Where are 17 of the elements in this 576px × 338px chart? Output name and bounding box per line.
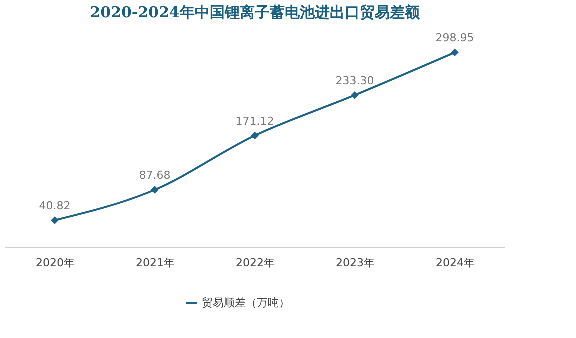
data-label: 87.68: [139, 169, 171, 182]
x-tick-label: 2022年: [236, 256, 275, 270]
chart-title: 2020-2024年中国锂离子蓄电池进出口贸易差额: [90, 4, 421, 22]
x-tick-label: 2023年: [336, 256, 375, 270]
data-label: 298.95: [436, 32, 474, 45]
x-tick-label: 2021年: [136, 256, 175, 270]
data-label: 40.82: [39, 199, 71, 212]
data-label: 233.30: [336, 74, 374, 88]
point: [51, 216, 59, 224]
point: [351, 91, 359, 100]
legend-label: 贸易顺差（万吨）: [202, 296, 290, 310]
x-tick-label: 2020年: [36, 256, 75, 270]
data-label: 171.12: [236, 114, 274, 128]
x-tick-label: 2024年: [436, 256, 475, 270]
point: [451, 48, 459, 57]
point: [151, 186, 159, 194]
point: [251, 132, 259, 140]
